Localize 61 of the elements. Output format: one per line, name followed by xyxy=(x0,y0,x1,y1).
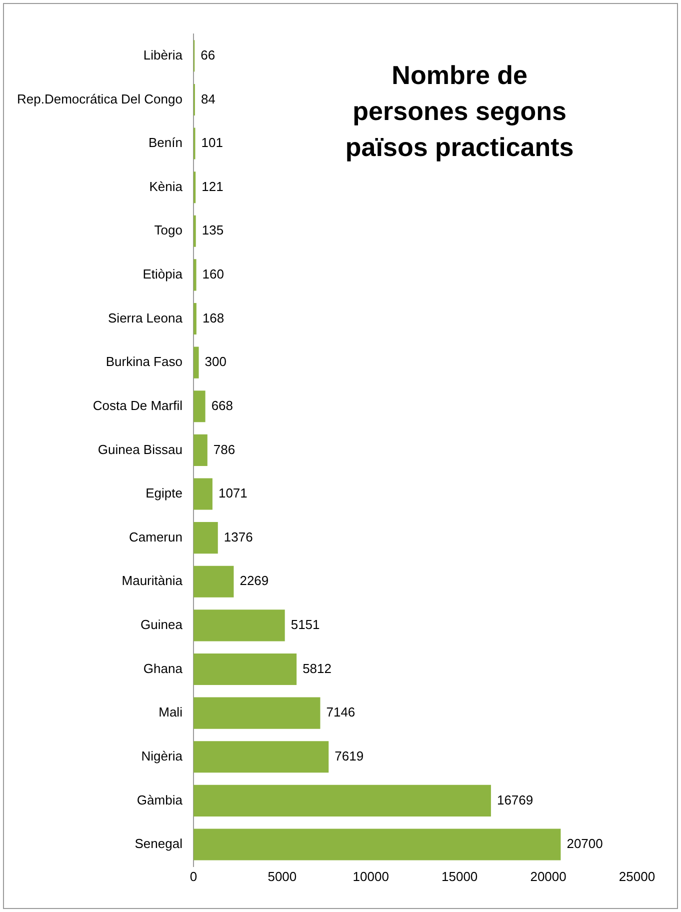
data-label: 7619 xyxy=(334,748,364,764)
data-label: 7146 xyxy=(326,704,356,720)
x-tick-label: 10000 xyxy=(352,868,389,884)
data-label: 101 xyxy=(201,135,223,150)
y-tick-label: Gàmbia xyxy=(136,792,184,808)
x-tick-label: 5000 xyxy=(268,868,297,884)
y-tick-label: Nigèria xyxy=(141,748,184,764)
y-tick-label: Burkina Faso xyxy=(106,354,182,370)
data-label: 5812 xyxy=(302,660,332,676)
data-label: 168 xyxy=(202,310,224,326)
data-label: 1071 xyxy=(218,486,248,501)
bar xyxy=(193,741,329,773)
data-label: 121 xyxy=(202,178,224,194)
text: Nombre de persones segons països practicants xyxy=(345,60,574,162)
data-label: 135 xyxy=(202,222,224,238)
y-tick-label: Mali xyxy=(158,704,183,720)
y-tick-label: Guinea xyxy=(140,617,184,632)
data-label: 1376 xyxy=(224,529,253,544)
bar xyxy=(193,434,208,466)
y-tick-label: Egipte xyxy=(146,486,182,501)
y-tick-label: Benín xyxy=(148,135,182,150)
bar xyxy=(193,697,320,729)
bar xyxy=(193,390,206,422)
y-tick-label: Kènia xyxy=(149,178,184,194)
data-label: 16769 xyxy=(496,792,534,808)
bar xyxy=(193,302,196,335)
y-tick-label: Ghana xyxy=(143,660,184,676)
y-tick-label: Etiòpia xyxy=(142,266,184,282)
bar xyxy=(193,346,199,378)
data-label: 84 xyxy=(200,91,216,106)
bar xyxy=(193,784,491,816)
x-tick-label: 25000 xyxy=(618,868,656,884)
bar xyxy=(193,653,297,686)
bar xyxy=(193,566,234,598)
bar xyxy=(193,259,196,291)
y-tick-label: Mauritània xyxy=(122,573,184,588)
data-label: 2269 xyxy=(240,573,269,588)
bar xyxy=(193,172,196,204)
data-label: 160 xyxy=(202,266,224,282)
bar xyxy=(193,610,285,642)
data-label: 786 xyxy=(213,442,236,457)
data-label: 66 xyxy=(200,47,216,62)
y-tick-label: Costa De Marfil xyxy=(92,398,183,413)
data-label: 20700 xyxy=(566,836,603,852)
y-tick-label: Libèria xyxy=(143,47,184,62)
x-tick-label: 0 xyxy=(190,868,198,884)
bar xyxy=(193,478,212,510)
y-tick-label: Senegal xyxy=(134,836,183,852)
data-label: 668 xyxy=(211,398,234,413)
data-label: 5151 xyxy=(290,617,320,632)
y-tick-label: Togo xyxy=(154,222,182,238)
x-tick-label: 15000 xyxy=(442,868,478,884)
x-tick-label: 20000 xyxy=(530,868,566,884)
y-tick-label: Sierra Leona xyxy=(108,310,184,326)
y-tick-label: Camerun xyxy=(128,529,182,544)
bar xyxy=(193,828,561,860)
bar xyxy=(193,215,196,247)
data-label: 300 xyxy=(204,354,226,370)
bar xyxy=(193,522,218,554)
y-tick-label: Rep.Democrática Del Congo xyxy=(16,91,182,106)
y-tick-label: Guinea Bissau xyxy=(98,442,182,457)
